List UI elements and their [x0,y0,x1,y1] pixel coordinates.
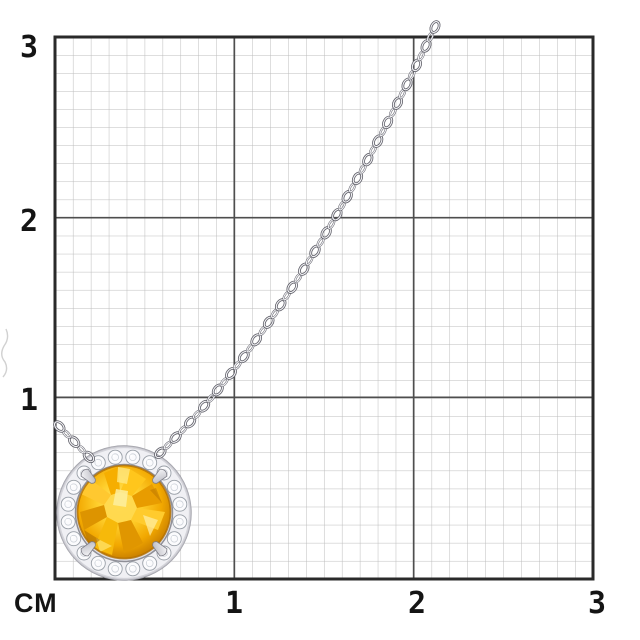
chain-left-segment [53,420,96,464]
stone-facets [80,467,165,555]
halo-diamond [66,531,82,547]
y-tick-3: 3 [20,30,38,65]
pendant [56,445,192,581]
x-tick-1: 1 [225,586,243,621]
halo-diamond [107,449,123,465]
stone-girdle [76,464,172,560]
y-tick-1: 1 [20,383,38,418]
chain-link [53,420,66,433]
unit-label: СМ [14,588,58,618]
halo-diamond [166,479,182,495]
halo-diamond [90,555,106,571]
x-tick-2: 2 [408,586,426,621]
chain-right-segment [154,20,441,459]
halo-diamond [172,496,188,512]
halo-diamond [142,455,158,471]
halo-outer-rim [56,445,192,581]
prong-bottom-right [152,541,168,557]
y-tick-2: 2 [20,204,38,239]
prong-top-right [152,468,168,484]
halo-diamond [125,561,141,577]
grid-major-lines [55,37,593,579]
halo-diamond [172,514,188,530]
grid-border [53,35,595,581]
chain-link [429,20,441,34]
prong-top-left [80,468,96,484]
halo-diamond [66,479,82,495]
halo-diamond [125,449,141,465]
halo-diamond [166,531,182,547]
prongs [80,468,168,557]
halo-diamond [142,555,158,571]
halo-diamond [60,496,76,512]
axis-labels: 3 2 1 1 2 3 СМ [14,30,606,621]
halo-diamond [107,561,123,577]
x-tick-3: 3 [588,586,606,621]
prong-bottom-left [80,541,96,557]
left-edge-artifact [1,328,9,378]
halo-diamond [60,514,76,530]
